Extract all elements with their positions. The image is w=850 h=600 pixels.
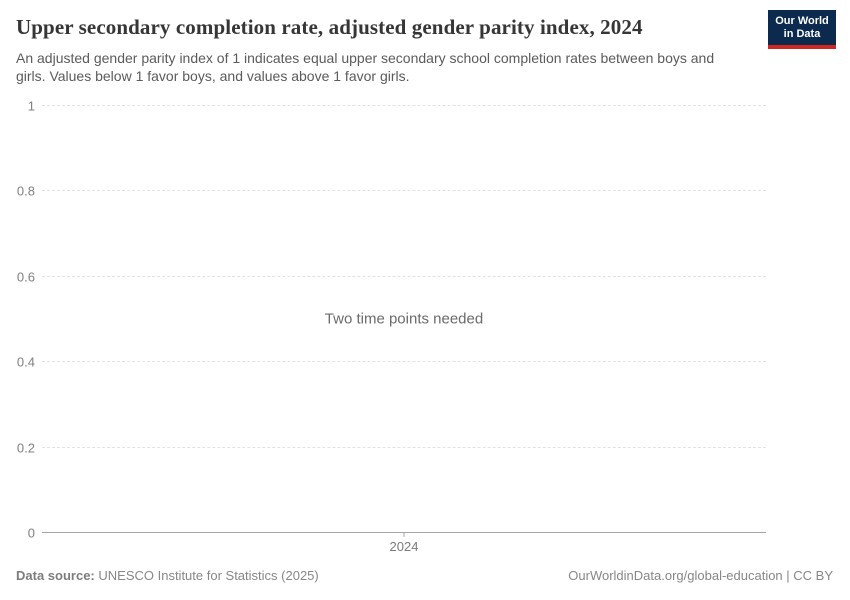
plot-area: Two time points needed 0 0.2 0.4 0.6 0.8 1 202… bbox=[17, 99, 766, 554]
y-gridline: 0.2 bbox=[17, 440, 766, 455]
y-axis-tick-label: 0.4 bbox=[16, 354, 35, 370]
y-axis-tick-label: 0.2 bbox=[16, 440, 35, 456]
owid-logo: Our World in Data bbox=[768, 10, 836, 49]
y-axis-tick-label: 0.8 bbox=[16, 183, 35, 199]
x-axis-tick-label: 2024 bbox=[389, 539, 419, 554]
y-gridline: 0.6 bbox=[17, 269, 766, 284]
y-gridline: 1 bbox=[28, 99, 766, 114]
y-axis-tick-label: 0.6 bbox=[16, 269, 35, 285]
chart-footer: Data source: UNESCO Institute for Statis… bbox=[16, 568, 833, 583]
data-source-label: Data source: bbox=[16, 568, 95, 583]
chart-title: Upper secondary completion rate, adjuste… bbox=[16, 15, 643, 39]
y-axis-tick-label: 1 bbox=[27, 98, 35, 114]
owid-logo-line1: Our World bbox=[775, 15, 829, 27]
y-axis-tick-label: 0 bbox=[27, 525, 35, 541]
y-gridline: 0.8 bbox=[17, 184, 766, 199]
owid-logo-line2: in Data bbox=[783, 28, 821, 40]
data-source-value: UNESCO Institute for Statistics (2025) bbox=[98, 568, 319, 583]
x-axis-tick-mark bbox=[403, 532, 405, 537]
y-gridline: 0.4 bbox=[17, 355, 766, 370]
data-source-note: Data source: UNESCO Institute for Statis… bbox=[16, 568, 319, 583]
attribution-note: OurWorldinData.org/global-education | CC… bbox=[568, 568, 833, 583]
empty-chart-message: Two time points needed bbox=[324, 310, 484, 327]
chart-subtitle: An adjusted gender parity index of 1 ind… bbox=[16, 50, 715, 84]
